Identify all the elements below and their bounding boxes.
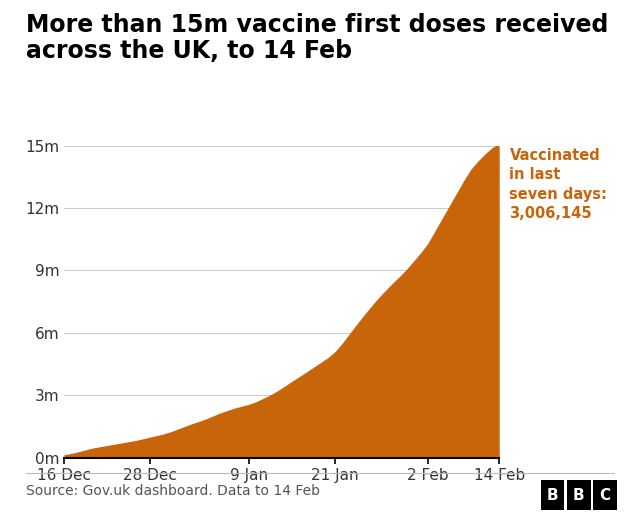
Text: B: B (573, 488, 584, 503)
FancyBboxPatch shape (541, 480, 564, 510)
Text: Source: Gov.uk dashboard. Data to 14 Feb: Source: Gov.uk dashboard. Data to 14 Feb (26, 485, 319, 498)
Text: ▲: ▲ (0, 519, 1, 520)
FancyBboxPatch shape (567, 480, 591, 510)
Text: C: C (600, 488, 611, 503)
Text: More than 15m vaccine first doses received: More than 15m vaccine first doses receiv… (26, 13, 608, 37)
Text: Vaccinated
in last
seven days:
3,006,145: Vaccinated in last seven days: 3,006,145 (509, 148, 607, 221)
FancyBboxPatch shape (593, 480, 617, 510)
Text: across the UK, to 14 Feb: across the UK, to 14 Feb (26, 39, 352, 63)
Text: B: B (547, 488, 559, 503)
